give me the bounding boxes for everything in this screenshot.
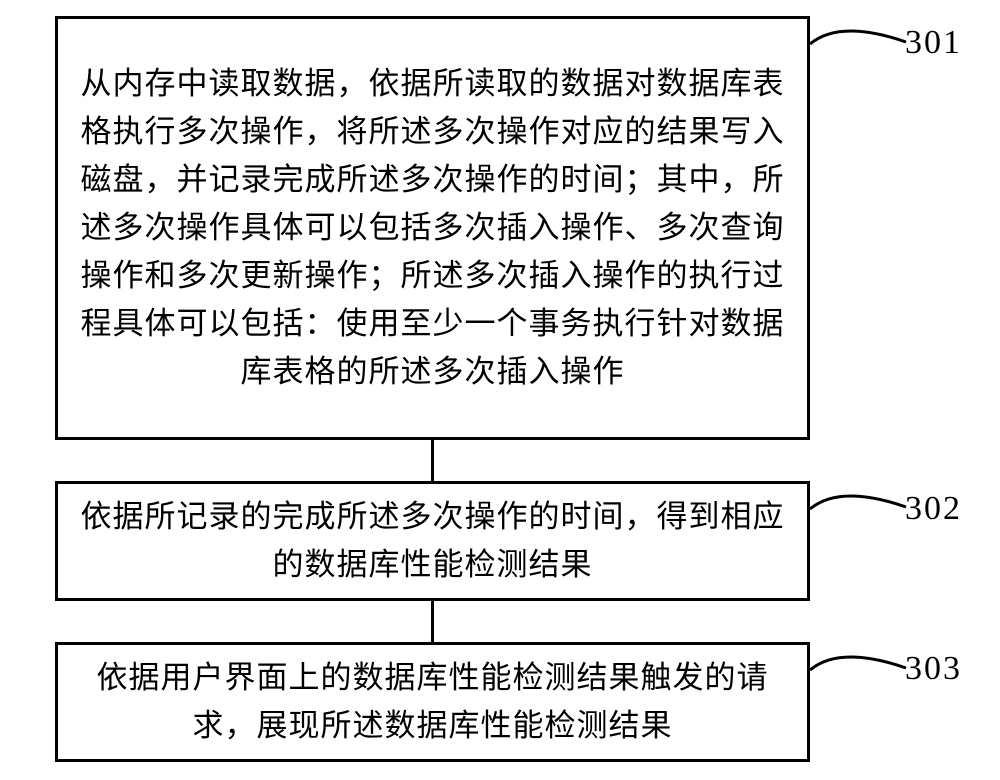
label-connector-303 [810,640,910,690]
flow-label-302: 302 [905,490,962,528]
flow-node-302: 依据所记录的完成所述多次操作的时间，得到相应的数据库性能检测结果 [55,481,810,601]
edge-2-3 [431,601,434,642]
flow-label-301: 301 [905,24,962,62]
flow-node-302-text: 依据所记录的完成所述多次操作的时间，得到相应的数据库性能检测结果 [78,493,787,589]
edge-1-2 [431,440,434,481]
flow-node-301: 从内存中读取数据，依据所读取的数据对数据库表格执行多次操作，将所述多次操作对应的… [55,16,810,440]
flow-node-303: 依据用户界面上的数据库性能检测结果触发的请求，展现所述数据库性能检测结果 [55,642,810,762]
flow-label-303: 303 [905,650,962,688]
label-connector-301 [810,14,910,64]
flow-node-301-text: 从内存中读取数据，依据所读取的数据对数据库表格执行多次操作，将所述多次操作对应的… [78,60,787,396]
flow-node-303-text: 依据用户界面上的数据库性能检测结果触发的请求，展现所述数据库性能检测结果 [78,654,787,750]
flowchart-canvas: 从内存中读取数据，依据所读取的数据对数据库表格执行多次操作，将所述多次操作对应的… [0,0,1000,780]
label-connector-302 [810,479,910,529]
